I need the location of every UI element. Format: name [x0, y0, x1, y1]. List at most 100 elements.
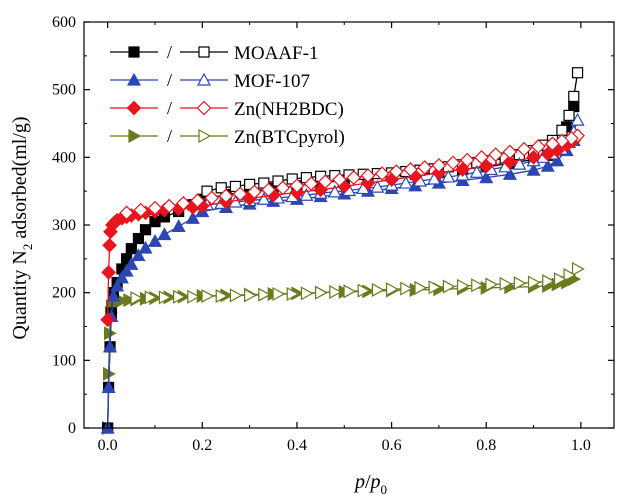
plot-frame	[83, 21, 615, 429]
legend-marker-open	[198, 128, 212, 144]
y-tick-label: 500	[52, 82, 76, 99]
x-axis-label-slash: /	[365, 471, 371, 493]
desorption-point	[190, 193, 205, 208]
desorption-point	[346, 170, 362, 185]
desorption-point	[370, 179, 385, 193]
desorption-point	[417, 160, 433, 175]
legend-separator: /	[167, 70, 172, 90]
legend-separator: /	[167, 42, 172, 62]
desorption-point	[485, 277, 499, 292]
adsorption-point	[455, 162, 470, 177]
desorption-point	[327, 184, 342, 198]
adsorption-line	[107, 278, 575, 429]
y-tick-label: 0	[68, 420, 76, 437]
adsorption-point	[110, 278, 125, 292]
desorption-point	[471, 278, 485, 293]
x-axis-label-sub: 0	[381, 482, 388, 497]
adsorption-point	[100, 312, 116, 328]
series-0	[102, 67, 584, 434]
desorption-point	[173, 289, 186, 304]
adsorption-point	[147, 233, 162, 247]
desorption-point	[488, 147, 504, 162]
y-tick-label: 100	[52, 352, 76, 369]
desorption-point	[571, 261, 585, 276]
desorption-point	[329, 284, 343, 300]
desorption-point	[286, 287, 300, 302]
desorption-point	[403, 162, 418, 177]
desorption-point	[218, 188, 234, 204]
x-tick-label: 0.2	[192, 437, 212, 454]
desorption-point	[275, 180, 291, 196]
adsorption-point	[101, 265, 116, 280]
desorption-point	[299, 187, 314, 201]
adsorption-point	[157, 227, 172, 241]
desorption-point	[530, 139, 546, 154]
plot-area	[100, 67, 585, 436]
desorption-point	[502, 144, 518, 160]
legend-label: Zn(NH2BDC)	[234, 99, 344, 120]
x-tick-label: 0.0	[98, 437, 118, 454]
desorption-point	[527, 275, 541, 290]
adsorption-point	[171, 219, 186, 232]
desorption-point	[542, 274, 556, 289]
adsorption-point	[360, 175, 376, 191]
desorption-point	[568, 90, 580, 103]
desorption-point	[570, 112, 585, 126]
adsorption-point	[185, 210, 200, 224]
legend-marker-open	[196, 72, 212, 86]
y-axis-label-pre: Quantity N	[9, 250, 31, 339]
legend-marker-open	[198, 46, 210, 58]
x-tick-label: 0.4	[287, 437, 307, 454]
adsorption-point	[550, 153, 565, 167]
desorption-point	[256, 192, 271, 205]
desorption-point	[414, 280, 428, 295]
x-tick-label: 1.0	[571, 437, 591, 454]
adsorption-point	[103, 339, 118, 353]
desorption-point	[469, 164, 484, 178]
legend-entry: / MOF-107	[110, 70, 310, 92]
desorption-point	[300, 286, 314, 301]
desorption-point	[400, 281, 414, 296]
desorption-point	[442, 279, 456, 294]
desorption-point	[215, 289, 229, 304]
desorption-point	[144, 290, 158, 305]
desorption-point	[388, 164, 404, 179]
adsorption-point	[431, 165, 447, 181]
desorption-point	[261, 182, 276, 198]
desorption-point	[289, 178, 305, 194]
adsorption-point	[119, 263, 134, 277]
legend-label: MOF-107	[234, 71, 310, 92]
desorption-point	[272, 287, 286, 302]
desorption-point	[553, 272, 567, 287]
legend: / MOAAF-1 / MOF-107 / Zn(NH2BDC) / Zn(BTCpyrol)	[110, 42, 345, 148]
desorption-point	[499, 276, 513, 291]
desorption-point	[332, 172, 347, 188]
desorption-point	[247, 184, 262, 200]
desorption-point	[431, 158, 447, 173]
adsorption-point	[139, 224, 152, 236]
desorption-point	[187, 289, 201, 304]
adsorption-point	[526, 149, 541, 165]
y-tick-label: 400	[52, 149, 76, 166]
desorption-point	[229, 288, 243, 303]
desorption-point	[176, 195, 191, 211]
adsorption-point	[106, 288, 121, 302]
desorption-point	[445, 155, 461, 171]
desorption-point	[232, 186, 248, 202]
legend-label: MOAAF-1	[234, 43, 318, 64]
adsorption-point	[114, 270, 129, 284]
adsorption-point	[502, 154, 518, 170]
desorption-point	[204, 190, 220, 206]
desorption-line	[126, 135, 578, 214]
x-axis-label-p1: p	[353, 471, 365, 493]
desorption-point	[385, 282, 399, 297]
desorption-point	[201, 289, 215, 304]
desorption-point	[428, 280, 442, 295]
adsorption-point	[131, 248, 146, 262]
legend-marker-filled	[128, 46, 140, 58]
series-3	[102, 261, 585, 436]
y-axis-label-post: adsorbed(ml/g)	[9, 116, 31, 243]
desorption-point	[119, 205, 134, 221]
desorption-point	[512, 156, 527, 170]
